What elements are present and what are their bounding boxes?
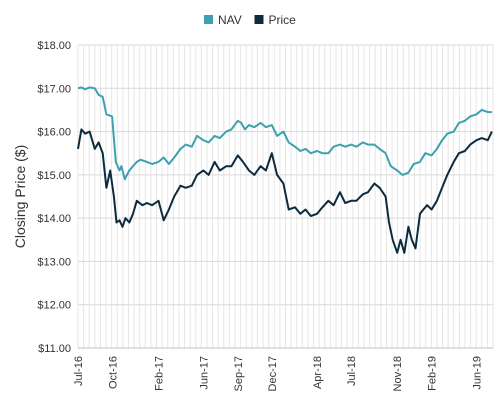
x-tick-label: Sep-17 [233,356,245,391]
y-axis-title: Closing Price ($) [12,145,28,248]
y-tick-label: $13.00 [37,256,71,268]
y-tick-label: $15.00 [37,170,71,182]
y-tick-label: $12.00 [37,300,71,312]
x-tick-label: Jun-19 [472,356,484,390]
y-tick-label: $11.00 [38,343,71,355]
legend-swatch-price [254,15,264,24]
series-line-nav [77,86,492,181]
y-tick-label: $17.00 [37,83,71,95]
series-line-price [77,128,493,254]
x-tick-label: Feb-17 [153,356,165,391]
x-tick-label: Feb-19 [427,356,439,391]
legend: NAV Price [204,13,296,27]
x-tick-label: Dec-17 [267,356,279,391]
legend-swatch-nav [204,15,213,24]
x-tick-label: Nov-18 [392,356,404,391]
x-tick-label: Jul-16 [73,356,85,386]
x-axis-ticks: Jul-16 Oct-16 Feb-17 Jun-17 Sep-17 Dec-17 Apr-… [73,356,484,391]
x-tick-label: Apr-18 [312,356,324,389]
x-tick-label: Oct-16 [107,356,119,389]
legend-label-nav: NAV [218,13,242,27]
y-tick-label: $14.00 [37,213,71,225]
x-tick-label: Jul-18 [346,356,358,386]
grid-lines [77,44,494,349]
y-tick-label: $18.00 [37,40,71,52]
y-axis-ticks: $11.00 $12.00 $13.00 $14.00 $15.00 $16.00 $17.… [37,40,71,355]
legend-label-price: Price [269,13,297,27]
x-tick-label: Jun-17 [198,356,210,390]
y-tick-label: $16.00 [37,127,71,139]
